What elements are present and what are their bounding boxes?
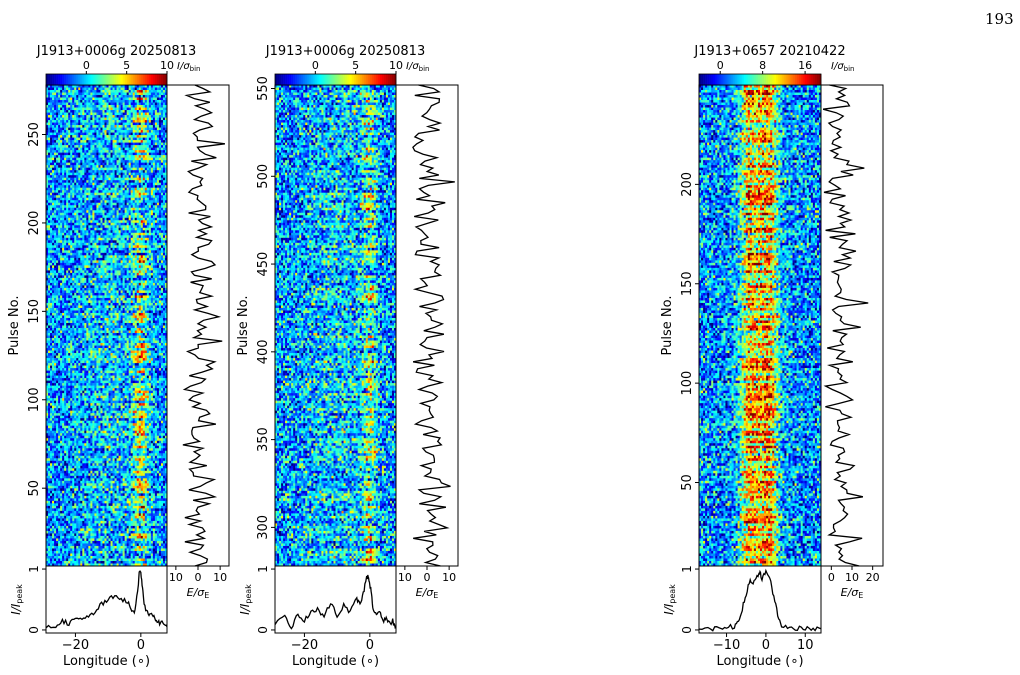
panel-title: J1913+0006g 20250813 — [36, 44, 196, 59]
pulse-tick-label-150: 150 — [27, 299, 42, 324]
profile-series-line — [45, 570, 168, 629]
colorbar-unit: I/σbin — [406, 61, 429, 73]
panel-2 — [271, 71, 459, 637]
pulse-tick-label-50: 50 — [680, 474, 695, 491]
profile-axis-label: I/Ipeak — [662, 584, 677, 615]
profile-tick-label-1: 1 — [27, 565, 41, 573]
page-number: 193 — [985, 10, 1014, 28]
energy-axis-label: E/σE — [416, 586, 439, 600]
colorbar-tick-label-10: 10 — [160, 59, 174, 72]
profile-tick-label-1: 1 — [256, 565, 270, 573]
profile-tick-label-1: 1 — [680, 565, 694, 573]
energy-axis-label: E/σE — [187, 586, 210, 600]
colorbar — [46, 74, 168, 85]
energy-tick-label-2: 10 — [213, 571, 227, 584]
energy-tick-label-2: 20 — [866, 571, 880, 584]
pulse-tick-label-200: 200 — [27, 211, 42, 236]
energy-tick-label-1: 10 — [845, 571, 859, 584]
panel-title: J1913+0006g 20250813 — [265, 44, 425, 59]
energy-tick-label-1: 0 — [195, 571, 202, 584]
longitude-axis-label: Longitude (∘) — [292, 654, 379, 669]
colorbar-tick-label-5: 5 — [123, 59, 130, 72]
pulse-tick-label-100: 100 — [27, 387, 42, 412]
colorbar-unit: I/σbin — [831, 61, 854, 73]
colorbar-tick-label-8: 8 — [759, 59, 766, 72]
panel-title: J1913+0657 20210422 — [693, 44, 845, 59]
profile-tick-label-0: 0 — [680, 626, 694, 634]
pulse-axis-label: Pulse No. — [7, 296, 22, 356]
colorbar-tick-label-5: 5 — [352, 59, 359, 72]
energy-tick-label-0: 0 — [828, 571, 835, 584]
energy-series-line — [822, 84, 869, 567]
pulse-tick-label-200: 200 — [680, 172, 695, 197]
colorbar-tick-label-0: 0 — [83, 59, 90, 72]
profile-series-line — [698, 568, 822, 632]
pulse-stack-heatmap — [46, 85, 168, 567]
profile-axis-label: I/Ipeak — [9, 584, 24, 615]
profile-axis-label: I/Ipeak — [238, 584, 253, 615]
pulse-axis-label: Pulse No. — [660, 296, 675, 356]
longitude-tick-label-10: 10 — [797, 638, 814, 653]
longitude-tick-label-0: 0 — [762, 638, 770, 653]
energy-series-line — [412, 84, 455, 567]
profile-tick-label-0: 0 — [256, 626, 270, 634]
panel-1 — [42, 71, 230, 637]
panel-3 — [695, 71, 884, 637]
energy-tick-label-0: 10 — [398, 571, 412, 584]
pulse-stack-heatmap — [699, 85, 822, 567]
pulse-tick-label-100: 100 — [680, 371, 695, 396]
colorbar — [275, 74, 397, 85]
energy-tick-label-2: 10 — [442, 571, 456, 584]
longitude-tick-label--20: −20 — [291, 638, 318, 653]
longitude-axis-label: Longitude (∘) — [63, 654, 150, 669]
colorbar — [699, 74, 822, 85]
colorbar-tick-label-0: 0 — [312, 59, 319, 72]
longitude-axis-label: Longitude (∘) — [716, 654, 803, 669]
pulse-tick-label-250: 250 — [27, 122, 42, 147]
colorbar-tick-label-16: 16 — [798, 59, 812, 72]
colorbar-tick-label-10: 10 — [389, 59, 403, 72]
profile-series-line — [274, 574, 397, 630]
pulse-tick-label-450: 450 — [256, 252, 271, 277]
energy-tick-label-1: 0 — [424, 571, 431, 584]
profile-tick-label-0: 0 — [27, 626, 41, 634]
energy-series-line — [182, 84, 225, 567]
colorbar-tick-label-0: 0 — [717, 59, 724, 72]
pulse-tick-label-400: 400 — [256, 339, 271, 364]
pulse-tick-label-350: 350 — [256, 427, 271, 452]
pulse-tick-label-500: 500 — [256, 164, 271, 189]
longitude-tick-label--10: −10 — [713, 638, 740, 653]
colorbar-unit: I/σbin — [177, 61, 200, 73]
longitude-tick-label-0: 0 — [366, 638, 374, 653]
pulse-tick-label-50: 50 — [27, 480, 42, 497]
pulse-tick-label-300: 300 — [256, 515, 271, 540]
energy-axis-label: E/σE — [841, 586, 864, 600]
pulse-tick-label-150: 150 — [680, 271, 695, 296]
pulse-tick-label-550: 550 — [256, 76, 271, 101]
pulse-stack-heatmap — [275, 85, 397, 567]
longitude-tick-label--20: −20 — [62, 638, 89, 653]
energy-tick-label-0: 10 — [169, 571, 183, 584]
longitude-tick-label-0: 0 — [137, 638, 145, 653]
pulse-axis-label: Pulse No. — [236, 296, 251, 356]
